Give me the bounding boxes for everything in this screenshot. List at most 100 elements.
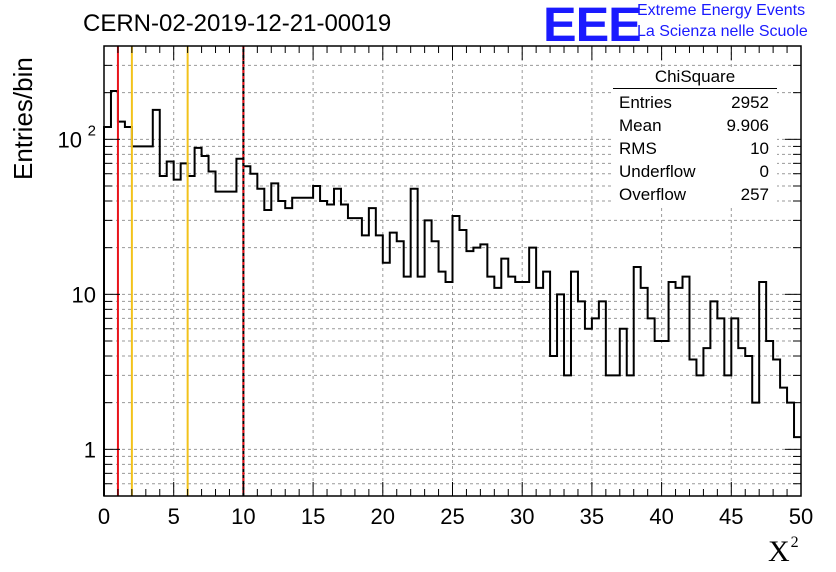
histogram-bin xyxy=(292,198,299,496)
histogram-bin xyxy=(731,318,738,496)
stats-value: 10 xyxy=(750,139,769,158)
histogram-bin xyxy=(794,437,801,496)
histogram-bin xyxy=(578,301,585,496)
eee-logo: EEE xyxy=(543,0,642,52)
histogram-bin xyxy=(766,341,773,496)
histogram-bin xyxy=(745,356,752,496)
histogram-bin xyxy=(557,294,564,496)
stats-row: RMS 10 xyxy=(613,137,777,160)
histogram-bin xyxy=(369,208,376,496)
histogram-bin xyxy=(724,375,731,496)
histogram-bin xyxy=(132,146,139,496)
stats-box: ChiSquare Entries 2952 Mean 9.906 RMS 10 Un… xyxy=(613,67,777,206)
histogram-bin xyxy=(327,204,334,496)
histogram-bin xyxy=(592,318,599,496)
histogram-layer xyxy=(103,89,801,496)
cut-lines-layer xyxy=(116,46,245,496)
x-tick-label: 50 xyxy=(789,504,813,529)
histogram-bin xyxy=(118,122,125,496)
stats-row: Overflow 257 xyxy=(613,183,777,206)
histogram-bin xyxy=(655,341,662,496)
histogram-bin xyxy=(195,148,202,496)
y-tick-label: 10 xyxy=(58,127,82,152)
histogram-bin xyxy=(285,208,292,496)
x-axis-label: X2 xyxy=(768,534,799,569)
stats-label: Underflow xyxy=(619,162,696,181)
histogram-bin xyxy=(466,251,473,496)
histogram-bin xyxy=(243,166,250,496)
histogram-bin xyxy=(432,241,439,496)
x-tick-label: 25 xyxy=(440,504,464,529)
stats-value: 257 xyxy=(740,185,769,204)
histogram-bin xyxy=(599,301,606,496)
stats-label: Overflow xyxy=(619,185,687,204)
stats-value: 2952 xyxy=(731,93,769,112)
histogram-bin xyxy=(264,210,271,496)
x-tick-label: 40 xyxy=(649,504,673,529)
histogram-bin xyxy=(104,127,111,496)
histogram-bin xyxy=(425,220,432,496)
histogram-bin xyxy=(125,127,132,496)
histogram-outline xyxy=(103,89,801,496)
histogram-bin xyxy=(355,218,362,496)
x-tick-label: 15 xyxy=(301,504,325,529)
histogram-bin xyxy=(696,375,703,496)
x-tick-label: 0 xyxy=(98,504,110,529)
x-tick-label: 10 xyxy=(231,504,255,529)
stats-row: Underflow 0 xyxy=(613,160,777,183)
histogram-bin xyxy=(606,375,613,496)
logo-line-1: Extreme Energy Events xyxy=(637,2,806,19)
histogram-bin xyxy=(648,318,655,496)
histogram-bin xyxy=(111,91,118,496)
y-tick-label-sup: 2 xyxy=(88,122,96,139)
histogram-bin xyxy=(529,248,536,496)
stats-label: Entries xyxy=(619,93,672,112)
histogram-bin xyxy=(710,301,717,496)
histogram-bin xyxy=(689,359,696,496)
x-axis-label-base: X xyxy=(768,535,790,568)
stats-label: RMS xyxy=(619,139,657,158)
histogram-bin xyxy=(480,244,487,496)
histogram-bin xyxy=(397,241,404,496)
histogram-bin xyxy=(411,189,418,496)
histogram-bin xyxy=(153,110,160,496)
histogram-bin xyxy=(188,176,195,496)
x-tick-label: 20 xyxy=(371,504,395,529)
histogram-bin xyxy=(320,201,327,496)
histogram-bin xyxy=(780,388,787,496)
x-tick-label: 30 xyxy=(510,504,534,529)
x-tick-label: 5 xyxy=(168,504,180,529)
histogram-bin xyxy=(564,375,571,496)
x-tick-label: 35 xyxy=(580,504,604,529)
histogram-bin xyxy=(620,329,627,496)
y-axis-label: Entries/bin xyxy=(8,57,38,180)
histogram-bin xyxy=(717,318,724,496)
logo-line-2: La Scienza nelle Scuole xyxy=(637,23,808,40)
stats-value: 0 xyxy=(759,162,769,181)
stats-value: 9.906 xyxy=(726,116,769,135)
histogram-bin xyxy=(139,146,146,496)
stats-label: Mean xyxy=(619,116,662,135)
y-tick-label: 1 xyxy=(84,437,96,462)
histogram-bin xyxy=(299,198,306,496)
histogram-bin xyxy=(222,192,229,496)
histogram-bin xyxy=(160,176,167,496)
run-title: CERN-02-2019-12-21-00019 xyxy=(83,10,392,37)
x-tick-label: 45 xyxy=(719,504,743,529)
x-axis-label-sup: 2 xyxy=(790,534,799,551)
histogram-bin xyxy=(439,272,446,496)
histogram-bin xyxy=(202,156,209,496)
histogram-bin xyxy=(571,272,578,496)
histogram-bin xyxy=(662,341,669,496)
histogram-bin xyxy=(181,163,188,496)
histogram-bin xyxy=(627,375,634,496)
histogram-bin xyxy=(236,159,243,496)
y-tick-label: 10 xyxy=(72,282,96,307)
histogram-bin xyxy=(146,146,153,496)
histogram-bin xyxy=(348,218,355,496)
histogram-bin xyxy=(473,248,480,496)
histogram-bin xyxy=(543,272,550,496)
histogram-bin xyxy=(257,189,264,496)
histogram-bin xyxy=(585,329,592,496)
stats-row: Mean 9.906 xyxy=(613,114,777,137)
